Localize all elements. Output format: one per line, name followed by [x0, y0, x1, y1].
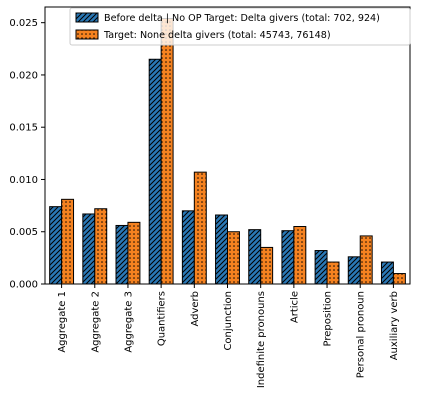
bar-series-2-8	[326, 261, 340, 285]
bar-series-1-10	[380, 261, 394, 285]
x-tick-label: Personal pronoun	[356, 291, 367, 378]
bar-series-2-4	[193, 171, 207, 285]
x-tick-label: Aggregate 1	[57, 291, 68, 353]
x-tick-label: Aggregate 2	[90, 291, 101, 353]
y-tick-label: 0.025	[9, 18, 38, 29]
bars	[49, 18, 406, 285]
legend: Before delta | No OP Target: Delta giver…	[69, 7, 411, 46]
bar-series-2-9	[359, 235, 373, 285]
bar-series-1-5	[215, 214, 229, 285]
bar-series-2-3	[160, 18, 174, 285]
bar-series-1-3	[148, 58, 162, 285]
y-tick-label: 0.005	[9, 227, 38, 238]
bar-series-2-0	[61, 198, 75, 285]
x-tick-label: Adverb	[190, 291, 201, 327]
bar-series-2-10	[392, 273, 406, 285]
bar-series-1-0	[49, 206, 63, 285]
bar-series-1-7	[281, 230, 295, 285]
y-tick-label: 0.015	[9, 123, 38, 134]
x-tick-label: Aggregate 3	[123, 291, 134, 353]
bar-series-2-5	[227, 231, 240, 285]
y-tick-label: 0.010	[9, 175, 38, 186]
legend-label-series-2: Target: None delta givers (total: 45743,…	[103, 30, 331, 41]
bar-series-2-7	[293, 226, 307, 285]
legend-swatch-series-1	[75, 12, 99, 23]
legend-label-series-1: Before delta | No OP Target: Delta giver…	[104, 13, 380, 24]
x-tick-label: Preposition	[323, 291, 334, 347]
bar-series-2-2	[127, 221, 141, 285]
bar-series-1-2	[115, 224, 129, 285]
bar-series-2-1	[94, 208, 108, 285]
bar-series-1-8	[314, 250, 328, 285]
axes: 0.000 0.005 0.010 0.015 0.020 0.025 Aggregate …	[9, 6, 411, 388]
bar-series-1-4	[181, 210, 195, 285]
x-tick-label: Auxiliary verb	[389, 291, 400, 360]
x-tick-label: Quantifiers	[157, 291, 168, 346]
bar-series-1-9	[347, 256, 361, 285]
y-tick-label: 0.000	[9, 280, 38, 291]
bar-series-1-6	[248, 229, 262, 285]
x-tick-label: Conjunction	[223, 291, 234, 351]
bar-series-1-1	[82, 213, 96, 285]
legend-frame	[69, 7, 411, 46]
bar-series-2-6	[260, 246, 274, 285]
x-tick-label: Indefinite pronouns	[256, 291, 267, 388]
legend-swatch-series-2	[75, 29, 99, 40]
x-tick-label: Article	[289, 291, 300, 323]
y-tick-label: 0.020	[9, 70, 38, 81]
